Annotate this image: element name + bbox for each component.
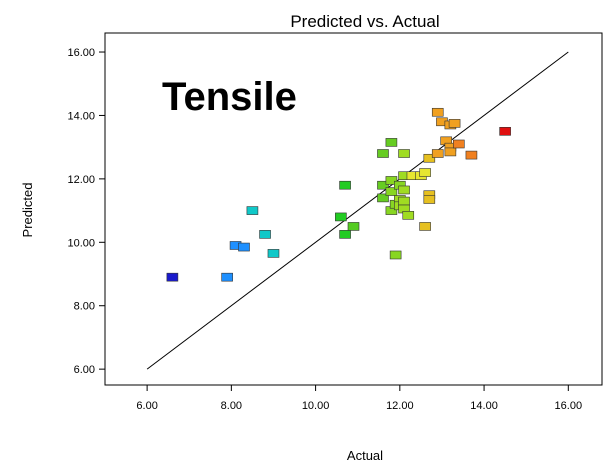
y-tick-label: 8.00 xyxy=(74,301,95,313)
y-tick-label: 6.00 xyxy=(74,364,95,376)
data-point xyxy=(419,222,431,231)
data-point xyxy=(398,185,410,195)
x-tick-label: 6.00 xyxy=(136,400,157,412)
plot-area: 6.00 8.00 10.00 12.00 14.00 16.00 6.00 8.00 10.0… xyxy=(67,32,603,412)
x-tick-label: 16.00 xyxy=(555,400,583,412)
data-point xyxy=(221,272,233,282)
data-point xyxy=(259,230,271,239)
data-point xyxy=(339,230,351,239)
x-tick-label: 14.00 xyxy=(470,400,498,412)
data-point xyxy=(347,222,360,231)
data-point xyxy=(267,249,280,258)
y-tick-label: 16.00 xyxy=(67,47,95,59)
y-axis-label: Predicted xyxy=(20,183,35,238)
y-tick-label: 10.00 xyxy=(67,237,95,249)
x-axis-label: Actual xyxy=(347,448,383,463)
data-point xyxy=(335,212,347,222)
x-tick-label: 10.00 xyxy=(302,400,330,412)
data-point xyxy=(339,180,351,190)
y-tick-label: 14.00 xyxy=(67,110,95,122)
data-point xyxy=(166,272,179,282)
data-point xyxy=(398,196,410,206)
data-point xyxy=(238,242,250,252)
data-point xyxy=(377,193,389,203)
x-tick-label: 12.00 xyxy=(386,400,414,412)
data-point xyxy=(431,149,444,158)
x-tick-label: 8.00 xyxy=(221,400,242,412)
data-point xyxy=(377,180,389,190)
data-point xyxy=(385,176,398,185)
data-point xyxy=(465,150,478,160)
data-point xyxy=(444,147,457,157)
data-point xyxy=(431,107,444,117)
y-tick-label: 12.00 xyxy=(67,174,95,186)
plot-frame xyxy=(104,32,603,386)
data-point xyxy=(377,149,389,158)
data-point xyxy=(385,138,398,147)
data-point xyxy=(402,211,415,220)
reference-line xyxy=(146,51,569,370)
data-point xyxy=(423,153,436,163)
data-point xyxy=(246,206,259,215)
chart-annotation: Tensile xyxy=(162,75,297,119)
data-point xyxy=(452,139,465,149)
data-point xyxy=(499,127,511,136)
data-point xyxy=(423,195,436,204)
chart-title: Predicted vs. Actual xyxy=(290,12,439,31)
data-point xyxy=(385,187,398,196)
data-point xyxy=(419,168,431,177)
data-point xyxy=(398,149,410,158)
data-point xyxy=(448,119,461,128)
data-point xyxy=(389,250,402,260)
